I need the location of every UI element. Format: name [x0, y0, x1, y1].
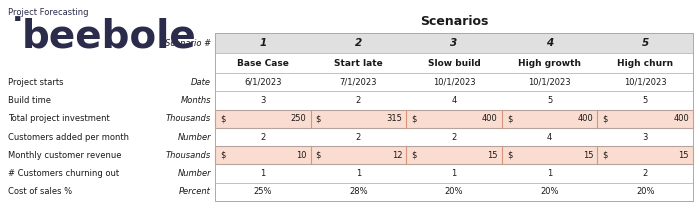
Text: 4: 4 [452, 96, 456, 105]
Text: 10/1/2023: 10/1/2023 [624, 78, 666, 87]
Text: 250: 250 [291, 114, 307, 123]
Text: High growth: High growth [518, 58, 581, 68]
Text: 2: 2 [260, 133, 265, 142]
Text: 1: 1 [547, 169, 552, 178]
Text: 400: 400 [578, 114, 594, 123]
Text: Number: Number [177, 169, 211, 178]
Text: 2: 2 [355, 38, 362, 48]
Text: 20%: 20% [540, 187, 559, 196]
Text: Project starts: Project starts [8, 78, 64, 87]
Text: 15: 15 [487, 151, 498, 160]
Text: 2: 2 [643, 169, 648, 178]
Text: ˙: ˙ [8, 17, 27, 55]
Text: 7/1/2023: 7/1/2023 [340, 78, 377, 87]
Text: 10: 10 [296, 151, 307, 160]
Text: $: $ [220, 151, 225, 160]
Text: $: $ [411, 151, 416, 160]
Text: $: $ [507, 114, 512, 123]
Text: Start late: Start late [334, 58, 383, 68]
Text: 1: 1 [452, 169, 456, 178]
Text: 6/1/2023: 6/1/2023 [244, 78, 281, 87]
Text: $: $ [316, 114, 321, 123]
Text: 2: 2 [356, 133, 361, 142]
Text: 20%: 20% [444, 187, 463, 196]
Text: 2: 2 [452, 133, 456, 142]
Text: 400: 400 [482, 114, 498, 123]
Text: Total project investment: Total project investment [8, 114, 110, 123]
Text: 4: 4 [546, 38, 553, 48]
Text: 5: 5 [547, 96, 552, 105]
Text: Percent: Percent [179, 187, 211, 196]
Text: 2: 2 [356, 96, 361, 105]
Text: Customers added per month: Customers added per month [8, 133, 129, 142]
Text: Date: Date [191, 78, 211, 87]
Text: 1: 1 [260, 169, 265, 178]
Text: Cost of sales %: Cost of sales % [8, 187, 72, 196]
Text: beebole: beebole [22, 17, 197, 55]
Text: 3: 3 [260, 96, 265, 105]
Text: 3: 3 [450, 38, 458, 48]
Text: 1: 1 [356, 169, 361, 178]
Text: 25%: 25% [253, 187, 272, 196]
Text: 4: 4 [547, 133, 552, 142]
Text: $: $ [507, 151, 512, 160]
Text: 1: 1 [259, 38, 267, 48]
Text: 10/1/2023: 10/1/2023 [528, 78, 571, 87]
Bar [215, 33, 693, 201]
Text: 15: 15 [583, 151, 594, 160]
Text: 28%: 28% [349, 187, 368, 196]
Text: $: $ [603, 114, 608, 123]
Text: Months: Months [181, 96, 211, 105]
Text: Thousands: Thousands [166, 114, 211, 123]
Bar [215, 33, 693, 53]
Bar [215, 146, 693, 164]
Text: Thousands: Thousands [166, 151, 211, 160]
Text: $: $ [220, 114, 225, 123]
Text: Monthly customer revenue: Monthly customer revenue [8, 151, 122, 160]
Text: 20%: 20% [636, 187, 654, 196]
Text: 15: 15 [678, 151, 689, 160]
Text: $: $ [316, 151, 321, 160]
Text: # Customers churning out: # Customers churning out [8, 169, 119, 178]
Text: 10/1/2023: 10/1/2023 [433, 78, 475, 87]
Text: 5: 5 [642, 38, 649, 48]
Text: Build time: Build time [8, 96, 51, 105]
Text: 315: 315 [386, 114, 402, 123]
Bar [215, 110, 693, 128]
Text: Scenario #: Scenario # [165, 38, 211, 47]
Text: 400: 400 [673, 114, 689, 123]
Text: 3: 3 [643, 133, 648, 142]
Text: Number: Number [177, 133, 211, 142]
Text: $: $ [603, 151, 608, 160]
Text: Base Case: Base Case [237, 58, 288, 68]
Text: Slow build: Slow build [428, 58, 480, 68]
Text: High churn: High churn [617, 58, 673, 68]
Text: 5: 5 [643, 96, 648, 105]
Text: Scenarios: Scenarios [420, 15, 488, 28]
Text: 12: 12 [392, 151, 402, 160]
Text: Project Forecasting: Project Forecasting [8, 8, 88, 17]
Text: $: $ [411, 114, 416, 123]
